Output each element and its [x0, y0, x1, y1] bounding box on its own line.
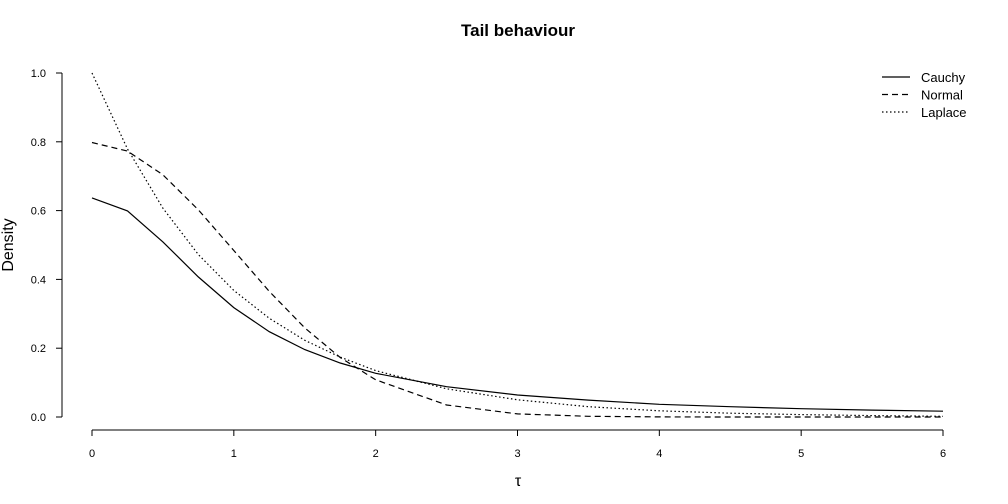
y-tick-label: 0.2	[31, 343, 46, 355]
series-line-laplace	[91, 72, 944, 417]
x-tick-label: 0	[89, 448, 95, 460]
x-axis: 0 1 2 3 4 5 6	[89, 429, 946, 460]
x-tick-label: 3	[514, 448, 520, 460]
series-line-cauchy	[91, 197, 944, 412]
legend-label-cauchy: Cauchy	[921, 70, 966, 85]
y-tick-label: 0.4	[31, 274, 46, 286]
chart-title: Tail behaviour	[461, 21, 575, 40]
x-axis-label: τ	[515, 473, 522, 490]
y-tick-label: 0.8	[31, 137, 46, 149]
y-axis-label: Density	[0, 218, 17, 271]
y-tick-label: 0.6	[31, 206, 46, 218]
x-tick-label: 1	[231, 448, 237, 460]
plot-series	[91, 72, 944, 418]
x-tick-label: 5	[798, 448, 804, 460]
y-axis: 0.0 0.2 0.4 0.6 0.8 1.0	[31, 68, 63, 424]
x-tick-label: 2	[373, 448, 379, 460]
x-tick-label: 4	[656, 448, 662, 460]
series-line-normal	[91, 141, 943, 418]
y-tick-label: 0.0	[31, 412, 46, 424]
legend-label-laplace: Laplace	[921, 105, 967, 120]
y-tick-label: 1.0	[31, 68, 46, 80]
legend: Cauchy Normal Laplace	[882, 70, 967, 120]
legend-label-normal: Normal	[921, 88, 963, 103]
x-tick-label: 6	[940, 448, 946, 460]
